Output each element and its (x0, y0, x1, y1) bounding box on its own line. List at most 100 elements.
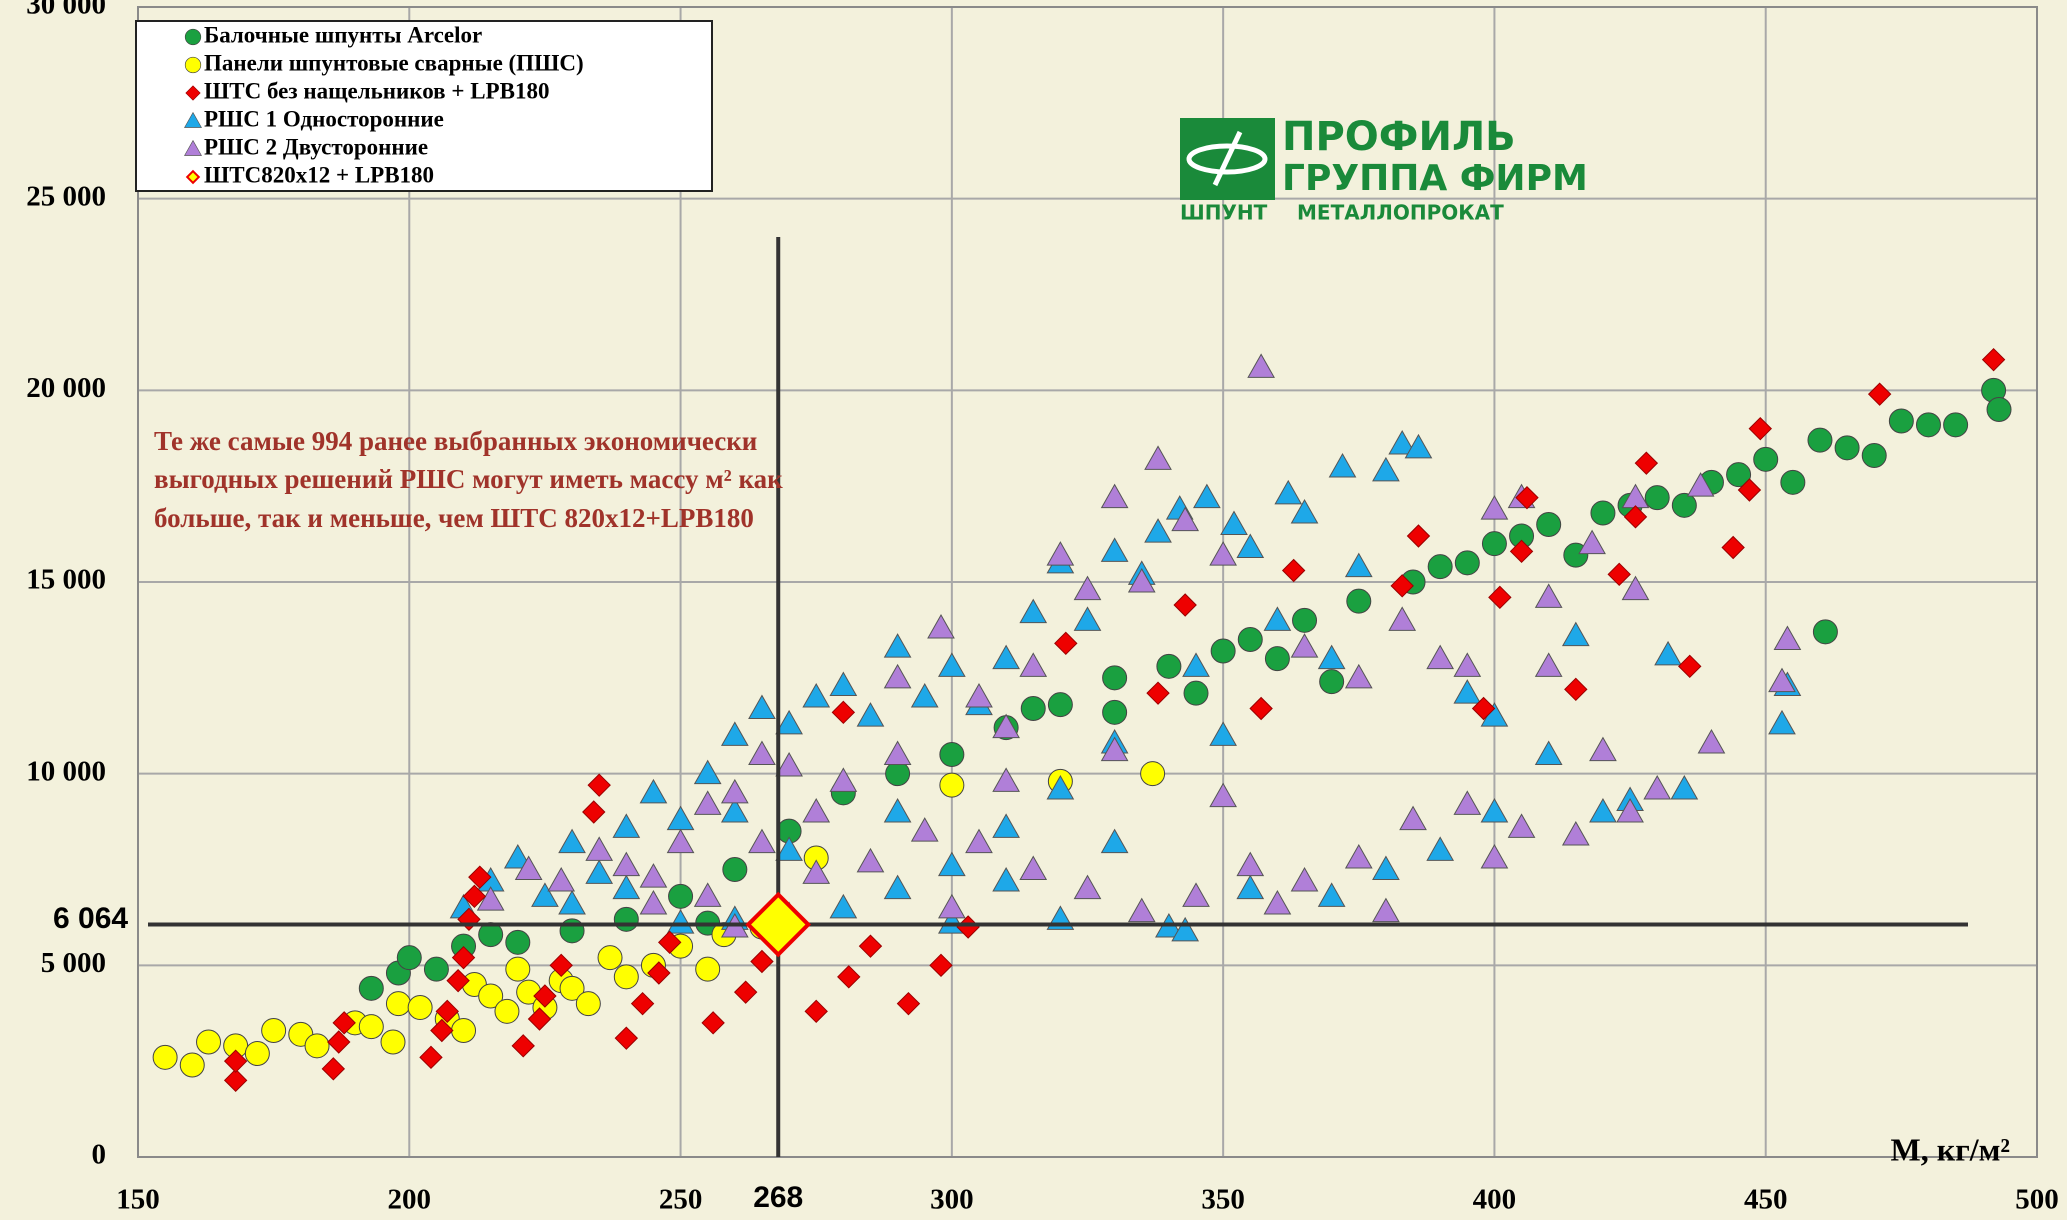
point (587, 773, 611, 797)
x-tick-label: 450 (1744, 1184, 1788, 1216)
point (585, 859, 614, 884)
reference-label: 6 064 (53, 902, 128, 935)
legend-label: РШС 2 Двусторонние (204, 134, 428, 159)
point (1671, 492, 1697, 518)
point (1753, 446, 1779, 472)
point (1480, 495, 1509, 520)
point (1019, 855, 1048, 880)
point (1210, 638, 1236, 664)
point (1561, 621, 1590, 647)
point (1534, 583, 1563, 608)
legend-label: ШТС без нащельников + LPB180 (204, 78, 549, 103)
point (992, 644, 1020, 670)
point (1427, 554, 1453, 580)
y-tick-label: 30 000 (26, 0, 106, 21)
point (1534, 652, 1563, 677)
point (446, 968, 470, 993)
point (1140, 761, 1166, 787)
point (1183, 680, 1209, 706)
point (1726, 462, 1752, 488)
point (505, 929, 531, 955)
point (478, 983, 504, 1009)
point (1247, 353, 1275, 378)
point (748, 828, 776, 854)
logo-text: ШПУНТ (1180, 201, 1268, 225)
x-tick-label: 250 (659, 1184, 703, 1216)
point (639, 889, 668, 915)
point (929, 953, 953, 978)
point (1127, 897, 1156, 923)
point (1209, 541, 1237, 566)
point (612, 813, 641, 838)
point (666, 828, 695, 854)
point (856, 702, 885, 727)
point (1480, 843, 1509, 869)
point (1578, 529, 1606, 555)
point (939, 742, 965, 767)
point (575, 991, 601, 1017)
point (1737, 478, 1762, 502)
point (1697, 728, 1726, 754)
point (462, 884, 487, 909)
point (1861, 443, 1887, 468)
point (910, 682, 939, 708)
point (223, 1049, 248, 1073)
point (1100, 736, 1129, 762)
x-tick-label: 500 (2015, 1184, 2059, 1216)
point (1643, 774, 1672, 800)
point (1812, 619, 1838, 645)
point (511, 1034, 535, 1058)
point (321, 1057, 346, 1081)
point (1290, 633, 1319, 658)
point (1406, 524, 1431, 548)
point (1249, 696, 1273, 721)
point (1220, 510, 1248, 535)
point (748, 694, 776, 719)
point (1564, 677, 1588, 702)
point (1426, 644, 1455, 670)
point (1488, 585, 1512, 610)
point (802, 859, 831, 884)
point (647, 961, 671, 985)
point (531, 882, 559, 907)
point (152, 1044, 178, 1070)
point (1453, 790, 1482, 815)
point (1390, 574, 1414, 598)
x-axis-label: M, кг/м² (1891, 1131, 2010, 1167)
point (614, 1026, 639, 1050)
point (1780, 469, 1806, 495)
point (939, 772, 965, 798)
point (775, 751, 803, 777)
point (559, 918, 585, 944)
point (451, 1018, 477, 1043)
point (527, 1007, 552, 1031)
point (1046, 541, 1075, 566)
point (668, 883, 694, 909)
point (1888, 408, 1914, 434)
point (693, 790, 722, 815)
legend: Балочные шпунты Arcelor Панели шпунтовые … (135, 20, 713, 192)
point (1981, 347, 2006, 372)
point (896, 991, 921, 1016)
point (1507, 813, 1536, 838)
point (1589, 797, 1617, 823)
point (804, 999, 828, 1024)
point (1644, 485, 1670, 511)
point (1561, 820, 1590, 846)
point (1073, 575, 1102, 601)
point (910, 817, 939, 842)
point (1193, 483, 1221, 509)
point (1607, 562, 1631, 587)
point (1171, 916, 1200, 942)
point (938, 851, 966, 877)
point (1515, 485, 1539, 510)
point (1986, 397, 2012, 422)
point (992, 713, 1020, 739)
point (1182, 652, 1210, 677)
point (327, 1030, 351, 1054)
legend-symbol (183, 111, 203, 128)
point (1346, 588, 1372, 614)
point (829, 893, 858, 919)
point (658, 930, 682, 955)
point (196, 1029, 222, 1055)
